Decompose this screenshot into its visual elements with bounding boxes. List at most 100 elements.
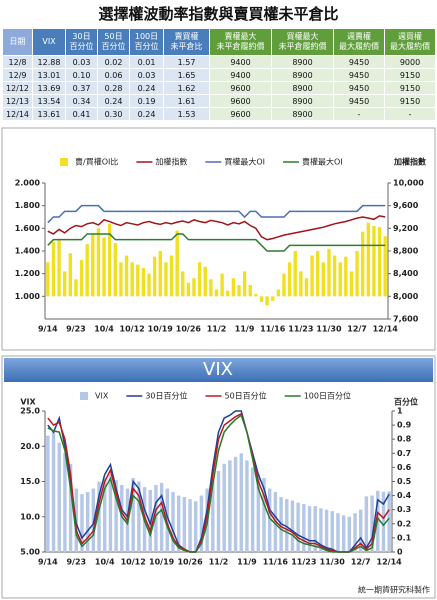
- charts: 統一期貨研究科製作 1.000 1.200 1.400 1.600 1.800 2.000…: [1, 127, 436, 599]
- table-cell: 8900: [271, 81, 334, 95]
- table-cell: 9150: [384, 68, 436, 82]
- x-tick-label: 10/12: [120, 325, 145, 334]
- bar: [154, 485, 158, 552]
- legend-label: 賣/買權OI比: [75, 157, 118, 167]
- table-cell: 0.41: [65, 107, 98, 121]
- bar: [51, 432, 56, 552]
- header-row: 日期 VIX 30日 百分位 50日 百分位 100日 百分位 賣買權 未平倉比 賣權最大 …: [2, 28, 436, 56]
- bar: [307, 506, 312, 552]
- table-cell: 13.69: [32, 81, 66, 95]
- bar: [366, 222, 371, 297]
- y2-tick-label: 10,000: [393, 179, 424, 188]
- bar: [97, 481, 101, 552]
- table-cell: 0.02: [97, 55, 130, 69]
- bar: [108, 474, 113, 552]
- bar: [79, 260, 84, 297]
- bar: [203, 266, 207, 297]
- table-cell: 0.30: [97, 107, 130, 121]
- bar: [188, 499, 192, 552]
- x-tick-label: 9/14: [38, 325, 58, 334]
- bar: [256, 474, 261, 552]
- y-tick-label: 20.0: [20, 442, 40, 451]
- y-tick-label: 5.00: [20, 548, 40, 557]
- x-tick-label: 12/7: [351, 558, 371, 567]
- x-tick-label: 11/2: [207, 325, 227, 334]
- x-tick-label: 12/14: [377, 558, 403, 567]
- table-cell: 0.19: [129, 94, 164, 108]
- table-cell: 0.01: [129, 55, 164, 69]
- column-header: 賣權最大 未平倉履約價: [209, 28, 272, 56]
- table-cell: 12/13: [2, 94, 33, 108]
- y2-axis-title: 百分位: [394, 397, 418, 407]
- y-tick-label: 10.0: [20, 512, 40, 521]
- bar: [103, 477, 107, 552]
- table-cell: 1.53: [163, 107, 210, 121]
- line: [47, 233, 386, 252]
- table-cell: 9450: [333, 94, 385, 108]
- legend-label: VIX: [95, 392, 109, 401]
- table-cell: 9150: [384, 81, 436, 95]
- bar: [383, 236, 387, 297]
- legend-swatch: [60, 158, 68, 166]
- bar: [293, 251, 297, 297]
- x-tick-label: 11/23: [288, 325, 313, 334]
- table-cell: 9000: [384, 55, 436, 69]
- y2-tick-label: 0.7: [397, 449, 411, 458]
- legend-label: 買權最大OI: [224, 157, 265, 167]
- bar: [228, 460, 232, 552]
- y2-tick-label: 0.3: [397, 505, 411, 514]
- table-cell: 12.88: [32, 55, 66, 69]
- bar: [165, 488, 170, 552]
- table-cell: 1.61: [163, 94, 210, 108]
- legend-label: 加權指數: [155, 157, 187, 167]
- summary-table: 日期 VIX 30日 百分位 50日 百分位 100日 百分位 賣買權 未平倉比 賣權最大 …: [2, 28, 436, 121]
- bar: [186, 282, 191, 297]
- column-header: VIX: [32, 28, 66, 56]
- column-header: 週買權 最大履約價: [384, 28, 436, 56]
- x-tick-label: 11/23: [291, 558, 316, 567]
- table-cell: 12/12: [2, 81, 33, 95]
- bar: [276, 289, 281, 297]
- table-cell: 9450: [333, 68, 385, 82]
- bar: [85, 244, 89, 297]
- bar: [327, 248, 331, 297]
- table-cell: 0.34: [65, 94, 98, 108]
- table-cell: 0.10: [65, 68, 98, 82]
- y2-tick-label: 0.8: [397, 435, 412, 444]
- bar: [282, 273, 286, 297]
- y2-tick-label: 0.9: [397, 421, 412, 430]
- bar: [63, 453, 67, 552]
- y2-tick-label: 8,000: [393, 292, 419, 301]
- bar: [287, 262, 292, 297]
- bar: [91, 234, 95, 297]
- column-header: 買權最大 未平倉履約價: [271, 28, 334, 56]
- y-tick-label: 1.200: [15, 269, 41, 278]
- bar: [290, 500, 295, 552]
- y-tick-label: 1.400: [15, 247, 41, 256]
- bar: [102, 237, 106, 297]
- table-row: 12/8 12.88 0.03 0.02 0.01 1.57 9400 8900 9450 900…: [2, 55, 436, 69]
- table-cell: 9450: [333, 81, 385, 95]
- bar: [182, 497, 187, 552]
- bar: [316, 251, 320, 297]
- line: [47, 204, 386, 224]
- y-axis-title: VIX: [20, 398, 36, 407]
- bar: [370, 495, 374, 552]
- legend-label: 30日百分位: [145, 391, 187, 401]
- bar: [171, 492, 175, 552]
- bar: [169, 255, 174, 297]
- x-tick-label: 10/26: [176, 325, 202, 334]
- table-cell: 0.06: [97, 68, 130, 82]
- bar: [341, 515, 346, 552]
- table-cell: 9600: [209, 81, 272, 95]
- table-cell: 9150: [384, 94, 436, 108]
- x-tick-label: 11/9: [237, 558, 257, 567]
- y-tick-label: 25.0: [20, 407, 40, 416]
- bar: [239, 453, 243, 552]
- bar: [68, 463, 73, 552]
- x-tick-label: 11/2: [209, 558, 229, 567]
- y-tick-label: 15.0: [20, 477, 40, 486]
- x-tick-label: 11/9: [235, 325, 255, 334]
- bar: [211, 477, 215, 552]
